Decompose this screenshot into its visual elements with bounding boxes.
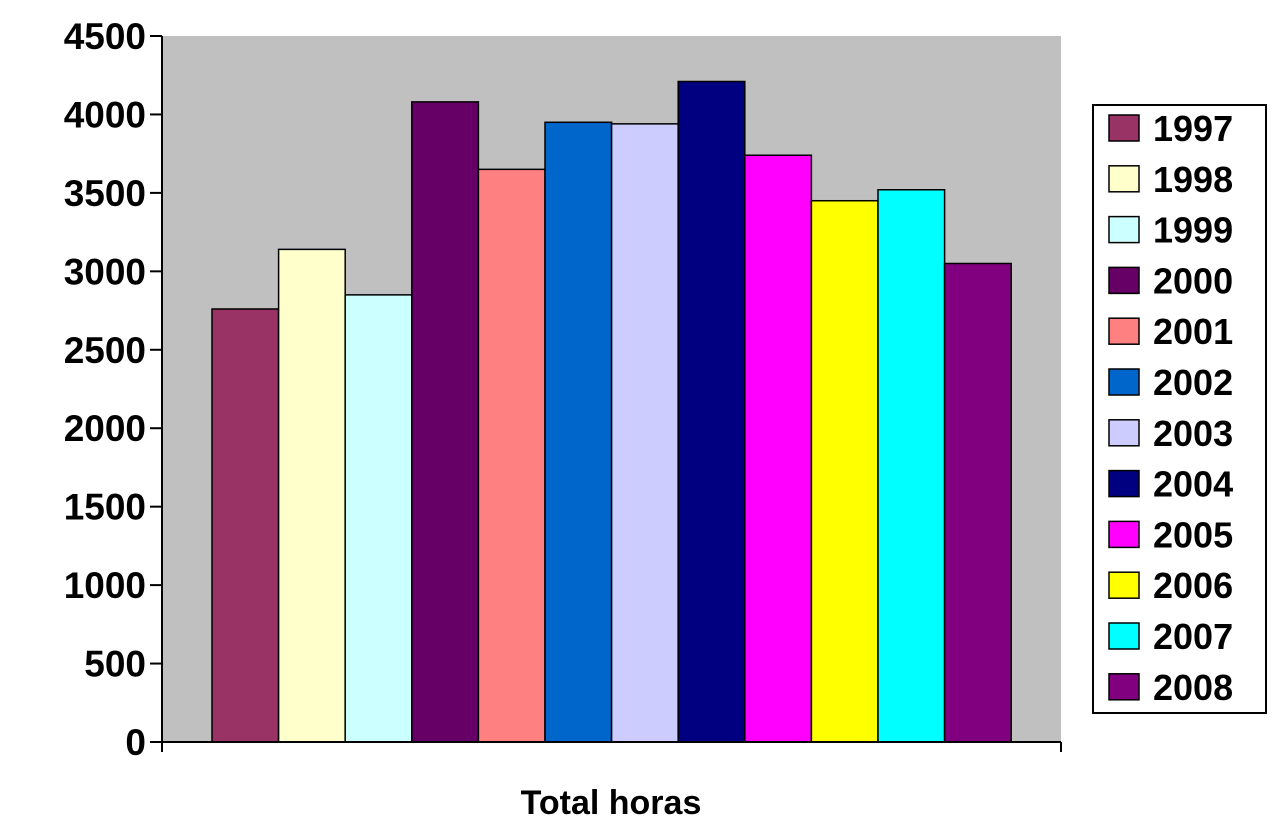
legend-swatch-2006	[1108, 571, 1140, 599]
legend-swatch-1999	[1108, 215, 1140, 244]
bar-2001	[477, 168, 546, 743]
y-tick-label: 2500	[64, 330, 146, 371]
legend-swatch-2001	[1108, 317, 1140, 345]
y-tick-label: 4000	[64, 94, 146, 135]
legend-label-1999: 1999	[1153, 210, 1233, 251]
legend-label-2000: 2000	[1153, 260, 1233, 301]
legend-label-2001: 2001	[1153, 311, 1233, 352]
bar-2005	[744, 154, 813, 743]
legend-label-2002: 2002	[1153, 362, 1233, 403]
y-tick-label: 0	[125, 722, 146, 763]
legend-swatch-2004	[1108, 469, 1140, 498]
bar-2007	[877, 189, 946, 743]
legend-swatch-2000	[1108, 266, 1140, 295]
y-axis-ticks: 0 500 1000 1500 2000 2500 3000 3500 4000 4500	[64, 16, 162, 763]
bar-2002	[544, 121, 613, 743]
bar-2004	[677, 80, 746, 743]
y-tick-label: 3000	[64, 251, 146, 292]
y-tick-label: 4500	[64, 16, 146, 57]
y-tick-label: 1000	[64, 565, 146, 606]
y-tick-label: 1500	[64, 487, 146, 528]
bar-1998	[277, 248, 346, 743]
y-tick-label: 3500	[64, 173, 146, 214]
legend-swatch-2008	[1108, 673, 1140, 701]
legend-label-1998: 1998	[1153, 159, 1233, 200]
legend-label-2006: 2006	[1153, 565, 1233, 606]
legend-swatch-2005	[1108, 520, 1140, 549]
legend-label-2007: 2007	[1153, 616, 1233, 657]
legend: 1997 1998 1999 2000 2001 2002 2003 2004 2005 2006…	[1092, 104, 1267, 714]
legend-swatch-1998	[1108, 165, 1140, 193]
legend-swatch-2003	[1108, 419, 1140, 447]
bar-2006	[810, 199, 879, 743]
legend-label-2008: 2008	[1153, 667, 1233, 708]
bar-1997	[211, 308, 280, 743]
bar-2003	[610, 123, 679, 743]
legend-swatch-1997	[1108, 114, 1140, 142]
bar-2000	[411, 101, 480, 743]
legend-label-2003: 2003	[1153, 413, 1233, 454]
legend-swatch-2002	[1108, 368, 1140, 396]
bar-1999	[344, 294, 413, 743]
legend-box	[1092, 104, 1267, 714]
bar-2008	[943, 262, 1012, 743]
legend-swatch-2007	[1108, 622, 1140, 650]
legend-label-2005: 2005	[1153, 514, 1233, 555]
legend-label-2004: 2004	[1153, 464, 1233, 505]
x-axis-title: Total horas	[521, 784, 702, 821]
y-tick-label: 2000	[64, 408, 146, 449]
legend-label-1997: 1997	[1153, 108, 1233, 149]
bars-group	[211, 80, 1012, 743]
y-tick-label: 500	[84, 644, 146, 685]
